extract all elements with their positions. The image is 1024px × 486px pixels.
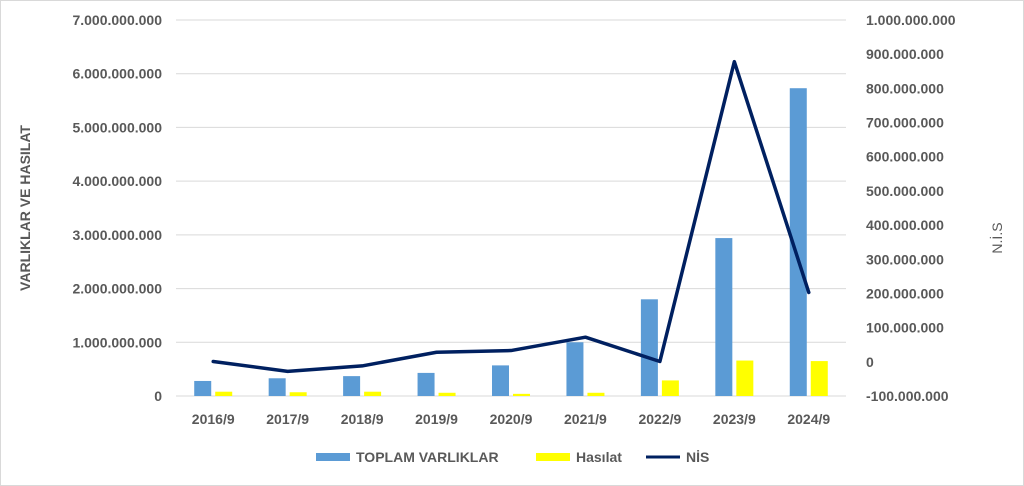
left-tick-label: 0 (154, 388, 162, 404)
x-tick-label: 2020/9 (490, 411, 533, 427)
right-tick-label: 1.000.000.000 (866, 12, 956, 28)
bar-toplam-varliklar (789, 88, 807, 397)
bar-hasilat (289, 392, 307, 396)
left-tick-label: 1.000.000.000 (72, 334, 162, 350)
bar-toplam-varliklar (566, 342, 584, 396)
bar-toplam-varliklar (492, 365, 509, 396)
bar-hasilat (215, 391, 233, 396)
legend-swatch-hasilat (536, 453, 570, 461)
right-tick-label: 500.000.000 (866, 183, 944, 199)
x-tick-label: 2017/9 (266, 411, 309, 427)
bar-hasilat (810, 361, 828, 396)
right-tick-label: 300.000.000 (866, 251, 944, 267)
legend-label-toplam-varliklar: TOPLAM VARLIKLAR (356, 449, 499, 465)
right-axis-ticks: -100.000.000 0 100.000.000 200.000.000 300.0… (866, 12, 956, 404)
right-axis-title: N.İ.S (988, 222, 1005, 253)
right-tick-label: -100.000.000 (866, 388, 949, 404)
legend: TOPLAM VARLIKLAR Hasılat NİS (316, 449, 709, 465)
bar-hasilat (364, 391, 382, 396)
left-tick-label: 5.000.000.000 (72, 119, 162, 135)
line-series-nis (211, 59, 811, 374)
bar-hasilat (736, 360, 754, 396)
bar-hasilat (438, 392, 456, 396)
bar-hasilat (587, 392, 605, 396)
right-tick-label: 0 (866, 354, 874, 370)
gridlines (176, 19, 846, 397)
right-tick-label: 100.000.000 (866, 320, 944, 336)
right-tick-label: 400.000.000 (866, 217, 944, 233)
right-tick-label: 600.000.000 (866, 149, 944, 165)
x-tick-label: 2023/9 (713, 411, 756, 427)
left-axis-ticks: 0 1.000.000.000 2.000.000.000 3.000.000.000… (72, 12, 162, 404)
left-tick-label: 3.000.000.000 (72, 227, 162, 243)
bar-toplam-varliklar (715, 238, 733, 396)
left-tick-label: 4.000.000.000 (72, 173, 162, 189)
right-tick-label: 800.000.000 (866, 80, 944, 96)
bars (194, 88, 828, 397)
x-axis-ticks: 2016/9 2017/9 2018/9 2019/9 2020/9 2021/9 2022… (192, 411, 831, 427)
bar-toplam-varliklar (417, 372, 435, 396)
x-tick-label: 2016/9 (192, 411, 235, 427)
legend-label-nis: NİS (686, 449, 709, 465)
bar-toplam-varliklar (268, 378, 286, 396)
right-tick-label: 700.000.000 (866, 115, 944, 131)
legend-swatch-toplam-varliklar (316, 453, 350, 461)
right-tick-label: 200.000.000 (866, 285, 944, 301)
x-tick-label: 2024/9 (787, 411, 830, 427)
x-tick-label: 2019/9 (415, 411, 458, 427)
legend-label-hasilat: Hasılat (576, 449, 622, 465)
left-tick-label: 2.000.000.000 (72, 281, 162, 297)
bar-hasilat (513, 393, 530, 396)
nis-line (211, 59, 811, 374)
right-tick-label: 900.000.000 (866, 46, 944, 62)
bar-toplam-varliklar (640, 299, 658, 396)
left-tick-label: 7.000.000.000 (72, 12, 162, 28)
left-tick-label: 6.000.000.000 (72, 66, 162, 82)
x-tick-label: 2021/9 (564, 411, 607, 427)
x-tick-label: 2018/9 (341, 411, 384, 427)
bar-hasilat (661, 380, 679, 396)
x-tick-label: 2022/9 (638, 411, 681, 427)
bar-toplam-varliklar (343, 376, 361, 396)
left-axis-title: VARLIKLAR VE HASILAT (17, 125, 33, 291)
bar-toplam-varliklar (194, 380, 212, 396)
